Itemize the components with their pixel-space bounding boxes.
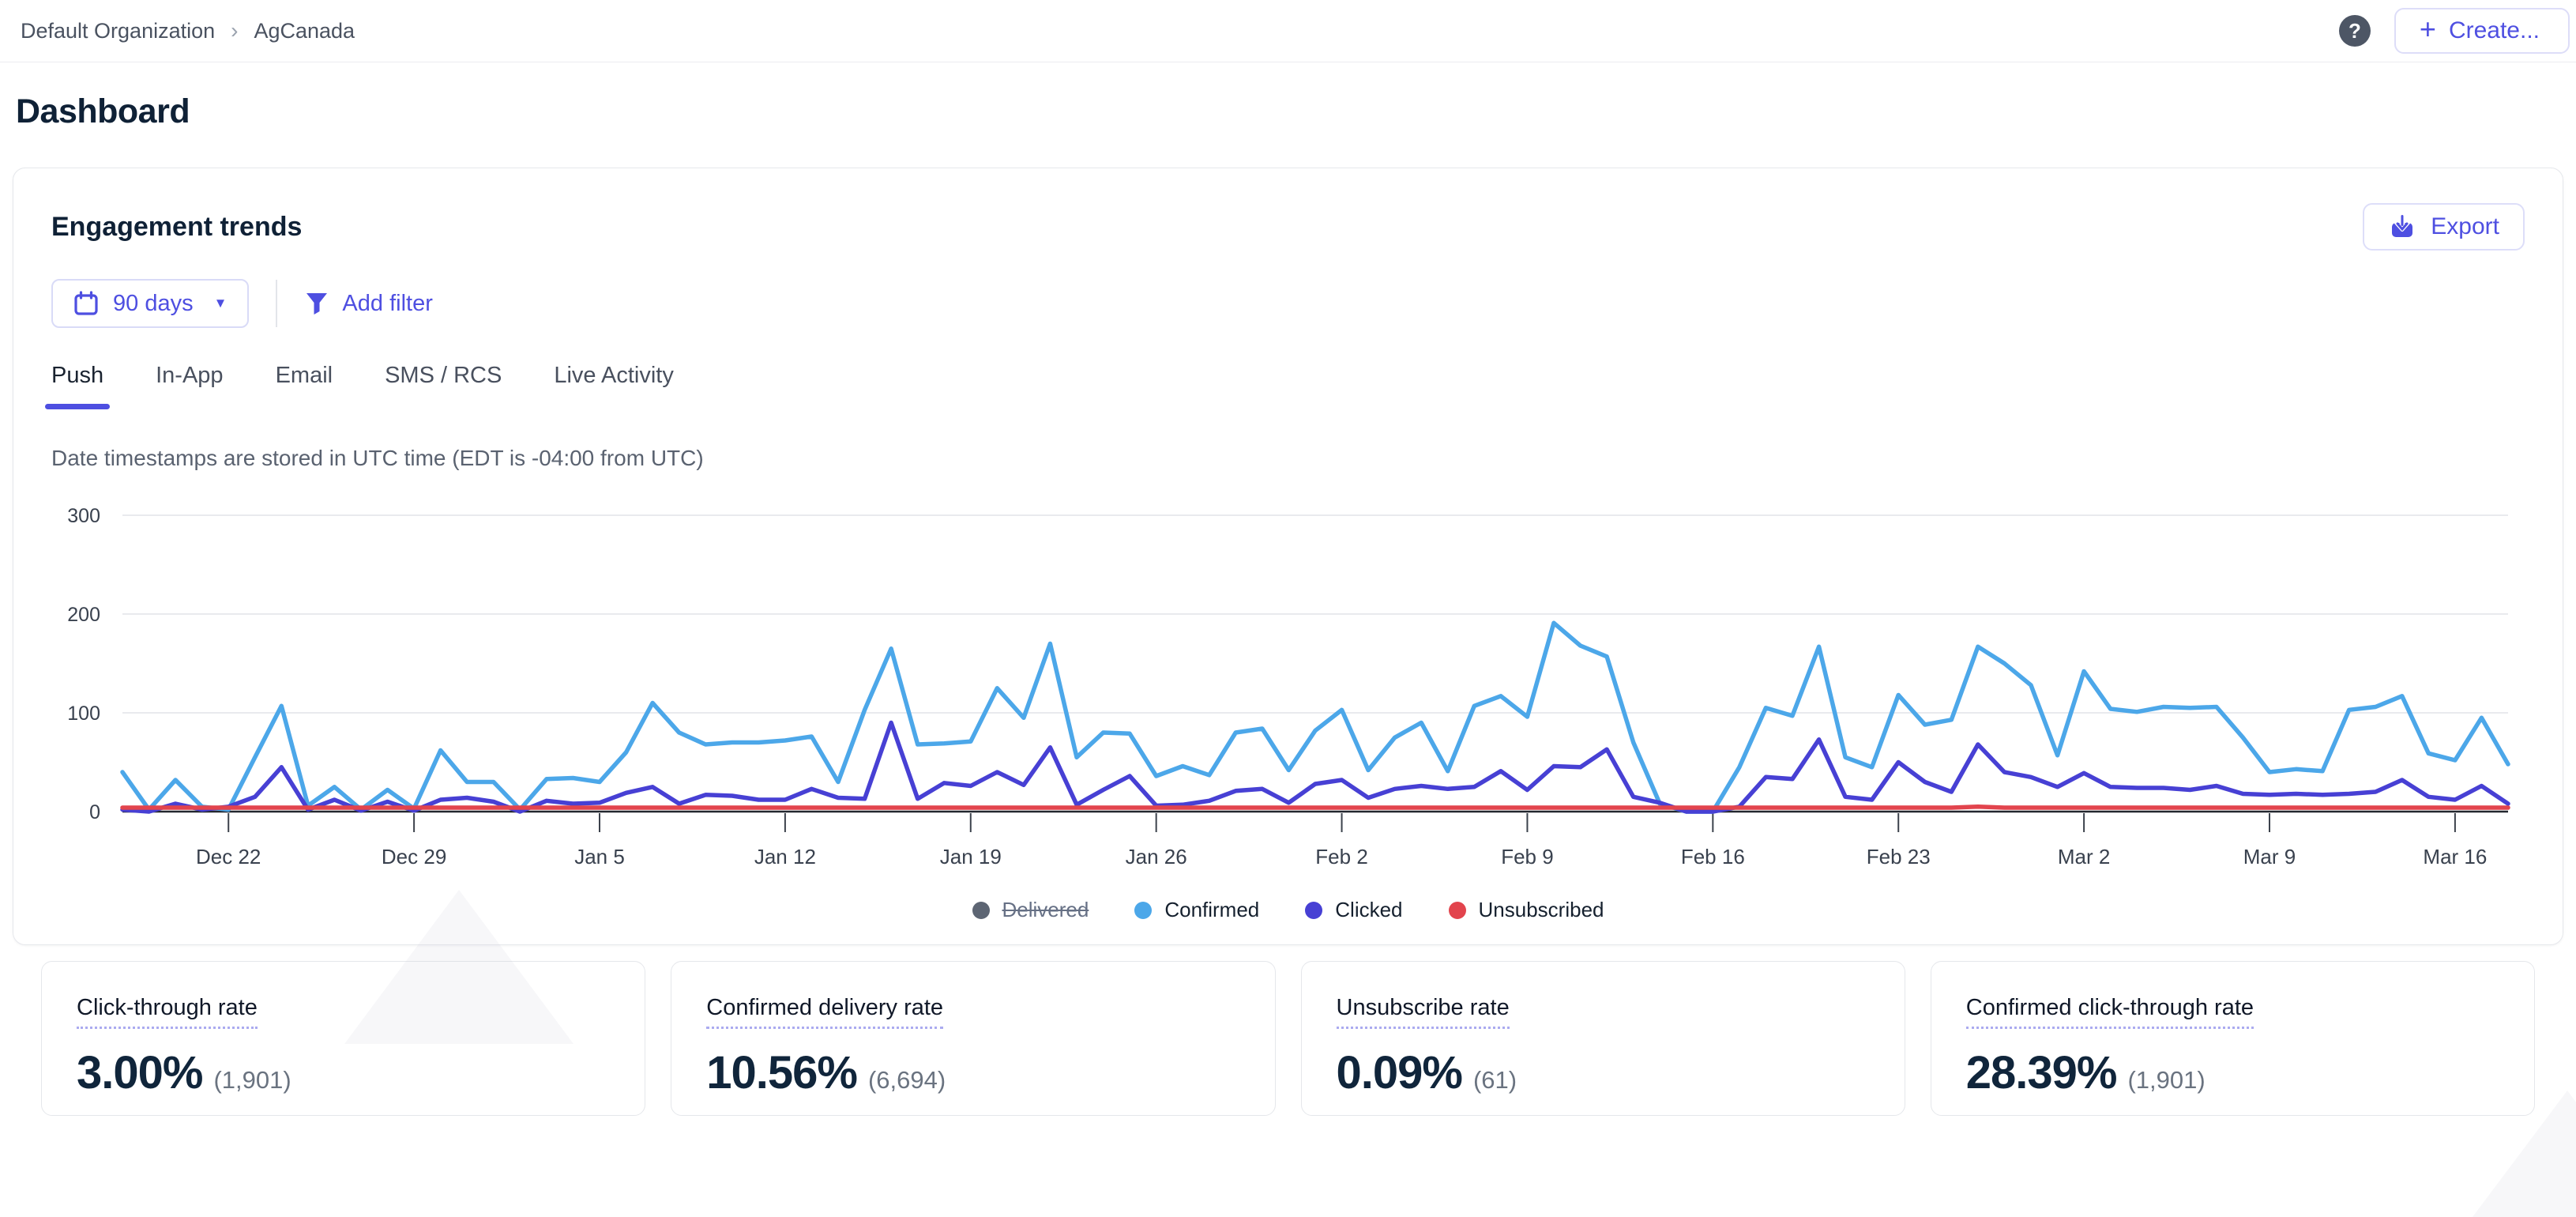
legend-item-unsubscribed[interactable]: Unsubscribed [1448, 898, 1604, 922]
breadcrumb-app[interactable]: AgCanada [254, 18, 355, 43]
add-filter-button[interactable]: Add filter [304, 290, 433, 317]
legend-label-delivered: Delivered [1002, 898, 1089, 921]
svg-text:Feb 23: Feb 23 [1867, 845, 1931, 868]
svg-text:Feb 9: Feb 9 [1501, 845, 1554, 868]
svg-text:300: 300 [67, 505, 100, 527]
stat-card-click-through: Click-through rate 3.00% (1,901) [41, 961, 646, 1116]
clicked-dot-icon [1305, 901, 1323, 919]
stat-value: 3.00% [77, 1047, 203, 1098]
vertical-divider [276, 280, 278, 327]
engagement-trends-card: Engagement trends Export 90 days ▼ [13, 168, 2563, 945]
svg-text:0: 0 [89, 801, 100, 823]
stat-value: 0.09% [1336, 1047, 1463, 1098]
delivered-dot-icon [972, 901, 990, 919]
legend-label-unsubscribed: Unsubscribed [1478, 898, 1604, 921]
chart-canvas[interactable]: 0 100 200 300 Dec 22 Dec 29 Jan 5 Jan 12 Jan 19 J… [51, 493, 2526, 892]
stat-label[interactable]: Confirmed click-through rate [1965, 995, 2254, 1029]
plus-icon: + [2419, 13, 2436, 45]
confirmed-dot-icon [1134, 901, 1153, 919]
funnel-icon [306, 293, 328, 315]
add-filter-label: Add filter [342, 290, 433, 316]
export-button[interactable]: Export [2363, 203, 2525, 251]
stat-label[interactable]: Unsubscribe rate [1336, 995, 1510, 1029]
date-range-dropdown[interactable]: 90 days ▼ [51, 279, 250, 328]
page-title: Dashboard [16, 92, 190, 130]
chevron-down-icon: ▼ [213, 296, 228, 311]
utc-timezone-note: Date timestamps are stored in UTC time (… [51, 446, 704, 470]
legend-label-clicked: Clicked [1335, 898, 1403, 921]
stat-count: (1,901) [2127, 1066, 2206, 1094]
stat-count: (1,901) [213, 1066, 291, 1094]
help-icon[interactable]: ? [2338, 15, 2371, 47]
svg-text:Feb 2: Feb 2 [1315, 845, 1368, 868]
stat-label[interactable]: Click-through rate [77, 995, 258, 1029]
channel-tabs: Push In-App Email SMS / RCS Live Activit… [44, 363, 2525, 409]
stat-card-confirmed-click-through: Confirmed click-through rate 28.39% (1,9… [1930, 961, 2535, 1116]
stats-row: Click-through rate 3.00% (1,901) Confirm… [41, 961, 2535, 1116]
svg-text:Mar 16: Mar 16 [2423, 845, 2487, 868]
panel-title: Engagement trends [51, 211, 303, 242]
svg-text:200: 200 [67, 604, 100, 626]
stat-value: 28.39% [1965, 1047, 2118, 1098]
stat-label[interactable]: Confirmed delivery rate [706, 995, 944, 1029]
svg-text:100: 100 [67, 703, 100, 725]
create-button-label: Create... [2448, 17, 2540, 43]
download-icon [2392, 213, 2413, 237]
tab-email[interactable]: Email [275, 363, 333, 388]
tab-in-app[interactable]: In-App [156, 363, 224, 388]
stat-card-confirmed-delivery: Confirmed delivery rate 10.56% (6,694) [671, 961, 1276, 1116]
svg-text:Mar 2: Mar 2 [2058, 845, 2110, 868]
svg-text:Jan 26: Jan 26 [1126, 845, 1187, 868]
export-button-label: Export [2431, 213, 2499, 239]
svg-text:Jan 19: Jan 19 [940, 845, 1002, 868]
engagement-chart[interactable]: 0 100 200 300 Dec 22 Dec 29 Jan 5 Jan 12 Jan 19 J… [51, 493, 2525, 896]
stat-count: (61) [1472, 1066, 1517, 1094]
unsubscribed-dot-icon [1448, 901, 1466, 919]
svg-text:Jan 5: Jan 5 [574, 845, 625, 868]
date-range-label: 90 days [113, 290, 194, 316]
tab-live-activity[interactable]: Live Activity [554, 363, 674, 388]
svg-text:Feb 16: Feb 16 [1681, 845, 1745, 868]
calendar-icon [74, 291, 98, 315]
svg-text:Dec 29: Dec 29 [382, 845, 446, 868]
svg-text:Jan 12: Jan 12 [754, 845, 816, 868]
legend-label-confirmed: Confirmed [1164, 898, 1260, 921]
tab-sms-rcs[interactable]: SMS / RCS [385, 363, 502, 388]
top-bar: Default Organization › AgCanada ? + Crea… [0, 0, 2576, 62]
legend-item-delivered[interactable]: Delivered [972, 898, 1089, 922]
breadcrumb-separator-icon: › [231, 18, 239, 43]
svg-text:Mar 9: Mar 9 [2243, 845, 2296, 868]
stat-value: 10.56% [706, 1047, 858, 1098]
legend-item-clicked[interactable]: Clicked [1305, 898, 1403, 922]
stat-count: (6,694) [867, 1066, 946, 1094]
tab-push[interactable]: Push [44, 363, 111, 409]
breadcrumb-org[interactable]: Default Organization [21, 18, 216, 43]
chart-legend: Delivered Confirmed Clicked Unsubscribed [51, 898, 2525, 922]
svg-text:Dec 22: Dec 22 [196, 845, 261, 868]
legend-item-confirmed[interactable]: Confirmed [1134, 898, 1259, 922]
stat-card-unsubscribe: Unsubscribe rate 0.09% (61) [1300, 961, 1905, 1116]
create-button[interactable]: + Create... [2394, 8, 2570, 54]
